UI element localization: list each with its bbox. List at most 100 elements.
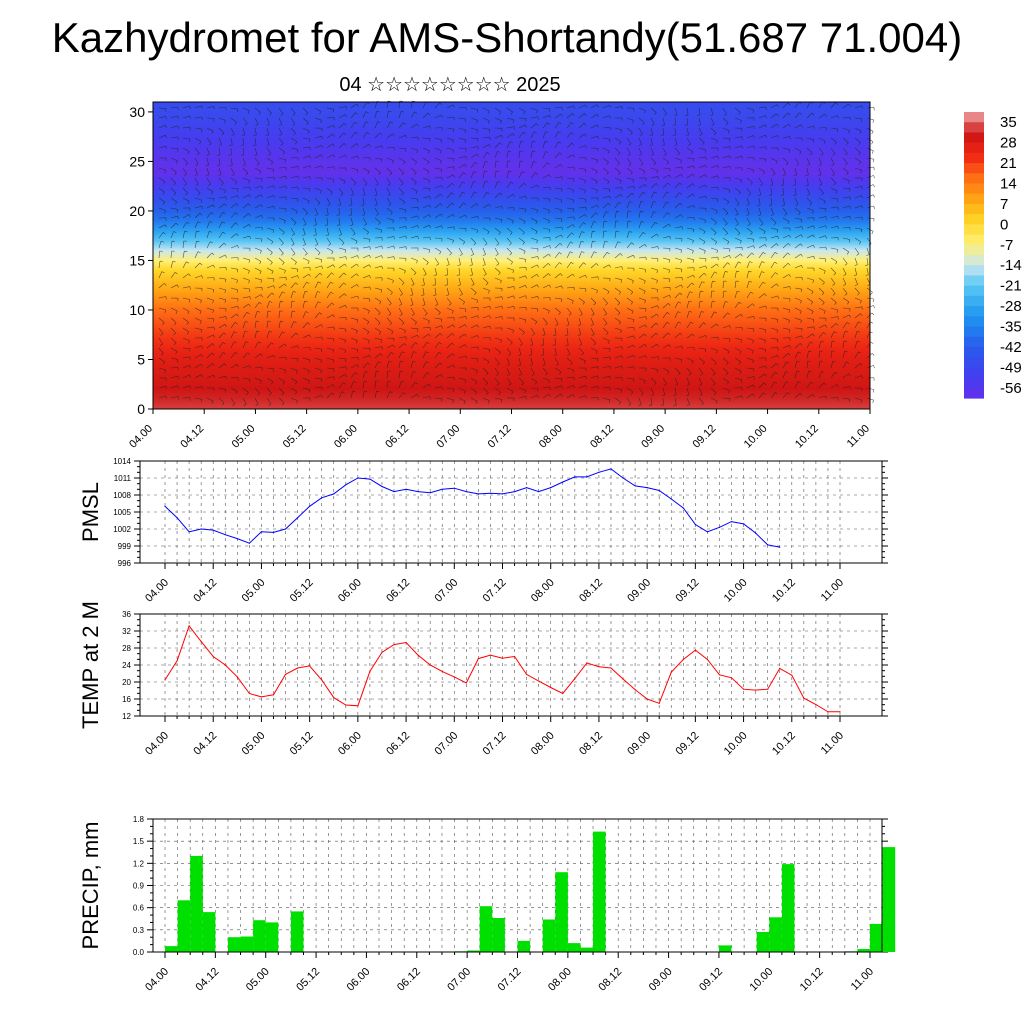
wind-barb bbox=[774, 261, 778, 264]
wind-vector bbox=[374, 157, 382, 160]
wind-vector bbox=[830, 102, 836, 109]
wind-vector bbox=[590, 307, 595, 315]
x-tick-label: 08.12 bbox=[577, 577, 605, 605]
wind-vector bbox=[734, 117, 742, 121]
wind-vector bbox=[650, 176, 658, 179]
temp-point bbox=[815, 703, 817, 706]
wind-barb bbox=[429, 125, 431, 129]
wind-barb bbox=[692, 333, 695, 337]
colorbar-label: 0 bbox=[1000, 216, 1008, 233]
wind-vector bbox=[254, 397, 259, 405]
wind-barb bbox=[284, 270, 286, 274]
wind-barb bbox=[607, 340, 610, 344]
wind-vector bbox=[806, 167, 809, 175]
wind-barb bbox=[302, 234, 306, 236]
wind-barb bbox=[549, 245, 551, 249]
wind-barb bbox=[331, 251, 334, 255]
x-tick-label: 04.12 bbox=[194, 966, 222, 994]
wind-barb bbox=[235, 222, 238, 225]
wind-vector bbox=[470, 216, 478, 219]
wind-barb bbox=[401, 282, 405, 286]
wind-barb bbox=[572, 189, 574, 193]
wind-barb bbox=[715, 400, 718, 404]
x-tick-label: 09.00 bbox=[647, 966, 675, 994]
wind-barb bbox=[356, 364, 359, 368]
wind-barb bbox=[344, 249, 347, 253]
wind-barb bbox=[512, 270, 514, 274]
wind-vector bbox=[782, 345, 790, 349]
wind-vector bbox=[218, 316, 226, 319]
wind-barb bbox=[668, 269, 670, 273]
wind-barb bbox=[427, 372, 430, 375]
wind-vector bbox=[386, 361, 390, 369]
wind-vector bbox=[218, 157, 221, 165]
wind-vector bbox=[590, 204, 598, 209]
wind-vector bbox=[722, 165, 730, 169]
wind-vector bbox=[170, 250, 172, 259]
wind-barb bbox=[748, 193, 751, 196]
wind-barb bbox=[320, 360, 322, 364]
wind-barb bbox=[725, 212, 729, 216]
wind-barb bbox=[345, 366, 347, 370]
wind-vector bbox=[398, 317, 405, 324]
wind-barb bbox=[485, 372, 489, 376]
wind-vector bbox=[338, 327, 346, 330]
wind-barb bbox=[236, 280, 238, 284]
wind-vector bbox=[266, 157, 273, 163]
wind-barb bbox=[343, 143, 347, 146]
wind-barb bbox=[427, 171, 430, 175]
wind-barb bbox=[201, 116, 203, 120]
wind-vector bbox=[158, 327, 164, 334]
wind-barb bbox=[585, 395, 587, 399]
wind-vector bbox=[434, 386, 442, 389]
wind-barb bbox=[375, 213, 379, 216]
wind-vector bbox=[710, 263, 717, 269]
wind-barb bbox=[260, 279, 262, 283]
wind-vector bbox=[302, 187, 311, 189]
wind-barb bbox=[451, 310, 454, 314]
pmsl-point bbox=[248, 542, 250, 544]
wind-vector bbox=[518, 267, 527, 269]
wind-barb bbox=[871, 141, 874, 145]
wind-barb bbox=[212, 204, 215, 208]
wind-barb bbox=[439, 333, 443, 336]
wind-barb bbox=[736, 203, 740, 206]
wind-vector bbox=[746, 107, 754, 111]
wind-vector bbox=[770, 327, 778, 331]
wind-barb bbox=[475, 203, 479, 206]
wind-vector bbox=[362, 355, 370, 359]
wind-barb bbox=[529, 364, 533, 366]
wind-barb bbox=[656, 280, 658, 284]
wind-vector bbox=[338, 123, 345, 129]
wind-barb bbox=[376, 110, 380, 113]
wind-barb bbox=[512, 330, 514, 334]
wind-barb bbox=[489, 326, 491, 330]
wind-barb bbox=[710, 114, 714, 116]
wind-barb bbox=[496, 263, 500, 266]
wind-barb bbox=[806, 194, 810, 196]
wind-vector bbox=[866, 257, 869, 265]
wind-vector bbox=[830, 187, 838, 192]
wind-vector bbox=[794, 343, 801, 349]
wind-vector bbox=[662, 236, 670, 239]
wind-barb bbox=[542, 334, 546, 336]
wind-vector bbox=[170, 197, 177, 203]
wind-barb bbox=[471, 283, 475, 286]
wind-vector bbox=[314, 312, 320, 319]
wind-barb bbox=[272, 229, 274, 233]
wind-vector bbox=[254, 194, 262, 199]
pmsl-point bbox=[236, 538, 238, 540]
wind-barb bbox=[177, 396, 179, 400]
wind-barb bbox=[579, 344, 583, 346]
wind-barb bbox=[451, 182, 455, 186]
temp-point bbox=[489, 654, 491, 656]
wind-vector bbox=[314, 144, 322, 149]
wind-vector bbox=[314, 386, 322, 389]
wind-vector bbox=[710, 186, 718, 189]
wind-vector bbox=[374, 217, 381, 223]
wind-barb bbox=[189, 139, 191, 143]
wind-vector bbox=[398, 351, 403, 359]
wind-vector bbox=[338, 347, 346, 351]
wind-barb bbox=[825, 216, 827, 220]
